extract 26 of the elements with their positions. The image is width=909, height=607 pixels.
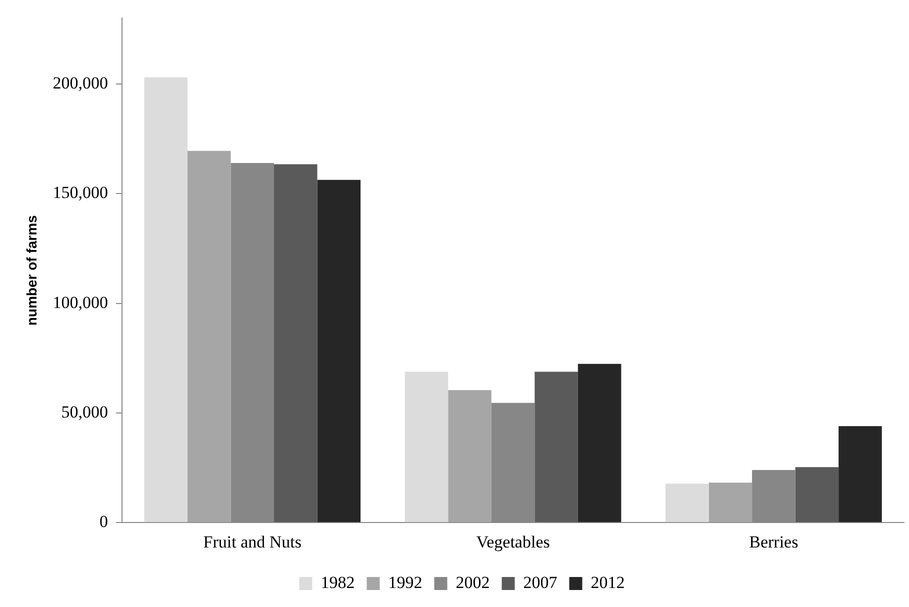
y-tick-label: 0 (100, 512, 108, 532)
y-tick-label: 200,000 (52, 73, 108, 92)
x-tick-label: Berries (749, 532, 798, 552)
legend-label: 2012 (590, 572, 625, 592)
x-tick-label: Vegetables (476, 532, 550, 552)
bar (187, 150, 231, 522)
legend-label: 1992 (388, 572, 422, 592)
bar (404, 372, 448, 522)
y-tick-label: 150,000 (52, 183, 108, 202)
x-tick-label: Fruit and Nuts (203, 532, 302, 552)
bar (578, 364, 622, 522)
bar (838, 426, 882, 522)
y-tick-label: 100,000 (52, 292, 108, 312)
bar (274, 164, 318, 522)
legend-label: 2002 (456, 572, 490, 592)
legend-label: 2007 (523, 572, 558, 592)
y-tick-label: 50,000 (61, 402, 108, 422)
bar (666, 484, 709, 522)
bar (317, 180, 361, 522)
y-axis-title: number of farms (23, 214, 40, 326)
bar (795, 467, 839, 522)
legend-label: 1982 (320, 572, 355, 592)
bar (144, 77, 188, 522)
bar (534, 372, 578, 522)
bar (448, 390, 492, 522)
bar (708, 482, 752, 522)
